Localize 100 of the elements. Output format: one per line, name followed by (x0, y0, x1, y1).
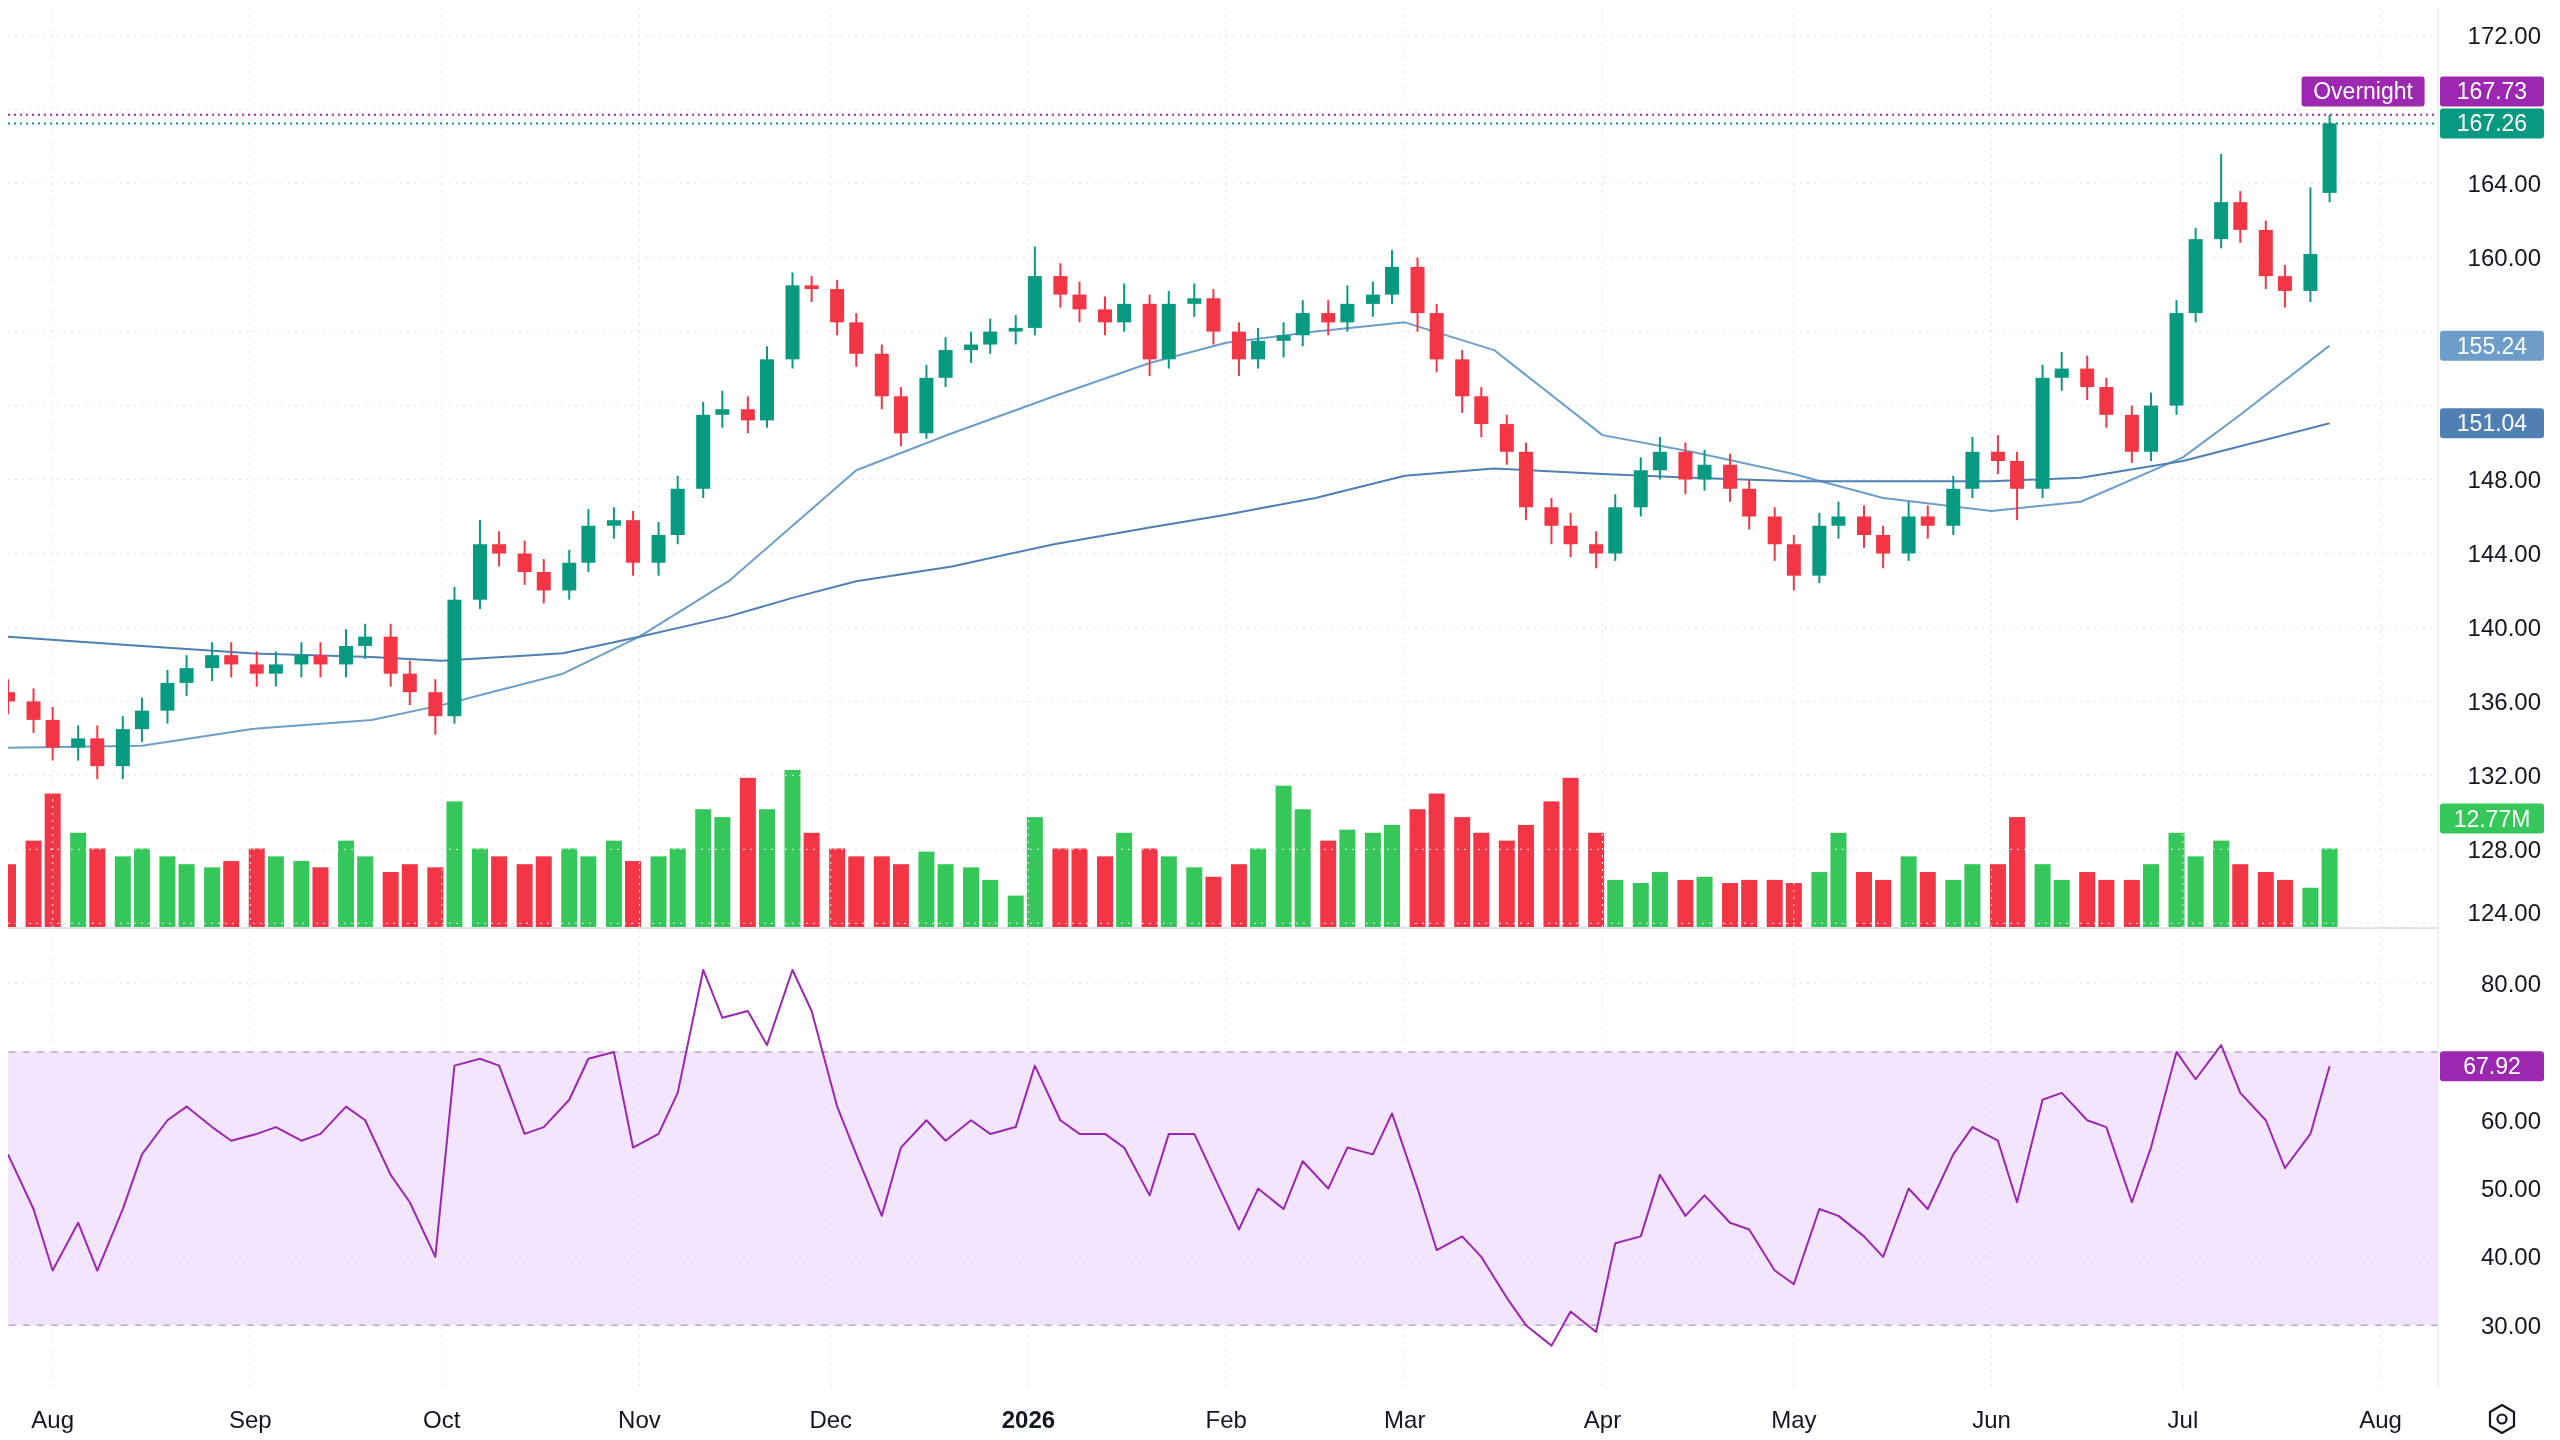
line-series (8, 422, 2331, 662)
bar (580, 856, 597, 927)
candlestick (1589, 530, 1604, 570)
bar (1855, 872, 1872, 927)
bar (2302, 887, 2319, 927)
candlestick (983, 317, 998, 355)
bar (739, 777, 756, 927)
bar (293, 861, 310, 927)
bar (357, 856, 374, 927)
bar (1989, 864, 2006, 927)
candlestick (2080, 354, 2095, 402)
bar (2232, 864, 2249, 927)
bar (1052, 848, 1069, 927)
x-tick-label: Mar (1384, 1406, 1426, 1434)
line-series (8, 968, 2331, 1347)
x-tick-label: 2026 (1001, 1406, 1056, 1434)
bar (2276, 879, 2293, 927)
y-tick-label: 128.00 (2467, 835, 2541, 863)
bar (1632, 883, 1649, 927)
bar (1141, 848, 1158, 927)
candlestick (249, 650, 264, 688)
bar (70, 832, 87, 927)
candlestick (517, 539, 532, 586)
candlestick (1563, 511, 1578, 559)
bar (1205, 876, 1222, 927)
bar (1007, 895, 1024, 927)
bar (312, 867, 329, 927)
candlestick (205, 641, 220, 683)
candlestick (964, 330, 979, 365)
bar (1498, 840, 1515, 927)
bar (892, 864, 909, 927)
bar (1454, 817, 1471, 927)
candlestick (224, 641, 239, 679)
bar (1409, 809, 1426, 927)
bar (1785, 883, 1802, 927)
bar (1562, 777, 1579, 927)
bar (491, 856, 508, 927)
bar (1900, 856, 1917, 927)
y-tick-label: 148.00 (2467, 465, 2541, 493)
bar (1026, 817, 1043, 927)
x-tick-label: Apr (1583, 1406, 1622, 1434)
x-tick-label: Dec (809, 1406, 853, 1434)
bar (1830, 832, 1847, 927)
y-tick-label: 50.00 (2480, 1174, 2541, 1202)
bar (338, 840, 355, 927)
bar (516, 864, 533, 927)
candlestick (1251, 326, 1266, 370)
bar (605, 840, 622, 927)
y-tick-label: 160.00 (2467, 244, 2541, 272)
bar (1116, 832, 1133, 927)
y-tick-label: 132.00 (2467, 761, 2541, 789)
candlestick (402, 659, 417, 707)
x-tick-label: Aug (31, 1406, 74, 1434)
candlestick (492, 530, 507, 568)
bar (1473, 832, 1490, 927)
bar (1384, 824, 1401, 927)
bar (133, 848, 150, 927)
bar (1160, 856, 1177, 927)
bar (159, 856, 176, 927)
bar (1097, 856, 1114, 927)
bar (2079, 872, 2096, 927)
candlestick (2277, 264, 2292, 309)
bar (669, 848, 686, 927)
annotation: Overnight (2313, 78, 2414, 105)
candlestick (606, 506, 621, 540)
bar (471, 848, 488, 927)
bar (2168, 832, 2185, 927)
bar (2009, 817, 2026, 927)
candlestick (71, 724, 86, 762)
bar (918, 851, 935, 927)
bar (2053, 879, 2070, 927)
bar (1543, 801, 1560, 927)
bar (1651, 872, 1668, 927)
candlestick (715, 389, 730, 429)
y-tick-label: 60.00 (2480, 1106, 2541, 1134)
candlestick (1276, 321, 1291, 359)
bar (1607, 879, 1624, 927)
bar (829, 848, 846, 927)
bar (401, 864, 418, 927)
candlestick (294, 641, 309, 679)
bar (2187, 856, 2204, 927)
candlestick (1876, 524, 1891, 570)
candlestick (268, 650, 283, 688)
candlestick (1187, 282, 1202, 318)
bar (695, 809, 712, 927)
bar (114, 856, 131, 927)
ref-line-label: 167.26 (2456, 110, 2528, 137)
bar (1741, 879, 1758, 927)
y-tick-label: 140.00 (2467, 613, 2541, 641)
candlestick (1321, 299, 1336, 337)
candlestick (1697, 448, 1712, 492)
bar (2213, 840, 2230, 927)
bar (1811, 872, 1828, 927)
bar (223, 861, 240, 927)
x-tick-label: Nov (618, 1406, 661, 1434)
ref-line-label: 167.73 (2456, 78, 2528, 105)
bar (2321, 848, 2338, 927)
candlestick (1295, 299, 1310, 348)
bar (44, 793, 61, 927)
bar (382, 872, 399, 927)
